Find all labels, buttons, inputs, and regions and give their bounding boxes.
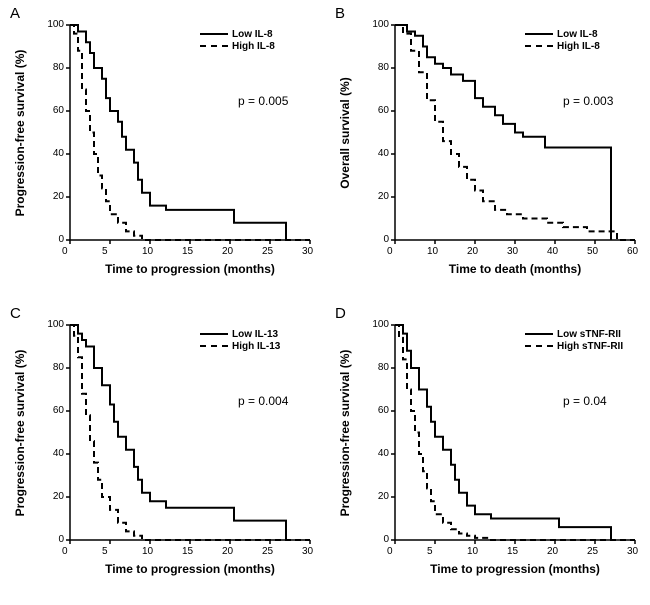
km-curve-low <box>395 25 611 240</box>
y-axis-label: Progression-free survival (%) <box>13 349 27 516</box>
p-value-text: p = 0.04 <box>563 394 607 408</box>
legend-item: High sTNF-RII <box>525 341 623 352</box>
panel-c: C051015202530020406080100Progression-fre… <box>10 305 320 595</box>
legend-line-icon <box>200 333 228 335</box>
km-curve-low <box>395 325 611 540</box>
y-axis-label: Progression-free survival (%) <box>13 49 27 216</box>
legend-line-icon <box>200 33 228 35</box>
legend-text: High sTNF-RII <box>557 341 623 352</box>
legend-text: Low IL-13 <box>232 329 278 340</box>
legend-text: Low IL-8 <box>557 29 598 40</box>
legend-item: Low sTNF-RII <box>525 329 621 340</box>
legend-item: Low IL-8 <box>200 29 273 40</box>
km-curve-low <box>70 25 286 240</box>
x-axis-label: Time to death (months) <box>449 262 581 276</box>
p-value-text: p = 0.003 <box>563 94 613 108</box>
p-value-text: p = 0.004 <box>238 394 288 408</box>
x-axis-label: Time to progression (months) <box>105 262 275 276</box>
legend-line-icon <box>200 45 228 47</box>
x-axis-label: Time to progression (months) <box>105 562 275 576</box>
km-curve-low <box>70 325 286 540</box>
x-axis-label: Time to progression (months) <box>430 562 600 576</box>
km-curve-high <box>70 25 310 240</box>
panel-b: B0102030405060020406080100Overall surviv… <box>335 5 645 295</box>
y-axis-label: Progression-free survival (%) <box>338 349 352 516</box>
panel-a: A051015202530020406080100Progression-fre… <box>10 5 320 295</box>
legend-item: Low IL-13 <box>200 329 278 340</box>
legend-item: Low IL-8 <box>525 29 598 40</box>
legend-text: High IL-8 <box>557 41 600 52</box>
panel-d: D051015202530020406080100Progression-fre… <box>335 305 645 595</box>
legend-line-icon <box>525 345 553 347</box>
legend-line-icon <box>525 333 553 335</box>
legend-line-icon <box>525 45 553 47</box>
legend-line-icon <box>200 345 228 347</box>
legend-text: High IL-13 <box>232 341 280 352</box>
km-curve-high <box>395 325 635 540</box>
y-axis-label: Overall survival (%) <box>338 77 352 188</box>
legend-line-icon <box>525 33 553 35</box>
p-value-text: p = 0.005 <box>238 94 288 108</box>
figure-wrap: A051015202530020406080100Progression-fre… <box>0 0 650 605</box>
legend-text: Low IL-8 <box>232 29 273 40</box>
legend-item: High IL-8 <box>525 41 600 52</box>
legend-text: Low sTNF-RII <box>557 329 621 340</box>
legend-text: High IL-8 <box>232 41 275 52</box>
legend-item: High IL-13 <box>200 341 280 352</box>
legend-item: High IL-8 <box>200 41 275 52</box>
